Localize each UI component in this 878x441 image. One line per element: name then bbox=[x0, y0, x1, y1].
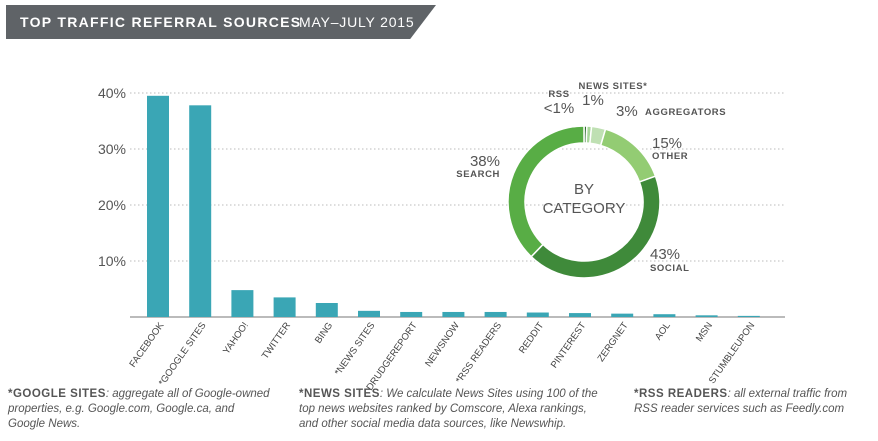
slice-name-label: SEARCH bbox=[456, 169, 500, 180]
y-tick-label: 40% bbox=[98, 85, 126, 101]
bar bbox=[147, 95, 169, 317]
x-tick-label: REDDIT bbox=[517, 320, 546, 355]
bar bbox=[358, 310, 380, 317]
bar bbox=[400, 311, 423, 317]
bar bbox=[442, 311, 465, 317]
x-tick-label: ZERGNET bbox=[596, 320, 631, 364]
slice-name-label: NEWS SITES* bbox=[579, 81, 648, 92]
slice-name-label: SOCIAL bbox=[650, 263, 690, 274]
footnote-google-sites: *GOOGLE SITES: aggregate all of Google-o… bbox=[8, 387, 273, 432]
title-banner: TOP TRAFFIC REFERRAL SOURCES MAY–JULY 20… bbox=[6, 5, 436, 39]
bar bbox=[189, 105, 212, 317]
bar bbox=[695, 315, 718, 317]
x-tick-label: STUMBLEUPON bbox=[707, 320, 758, 386]
bar bbox=[484, 311, 507, 317]
bar bbox=[653, 314, 676, 317]
x-tick-label: BING bbox=[313, 320, 335, 345]
footnote-text: : all external traffic from RSS reader s… bbox=[634, 388, 848, 415]
footnote-term: *GOOGLE SITES bbox=[8, 388, 106, 400]
chart-title: TOP TRAFFIC REFERRAL SOURCES bbox=[20, 14, 302, 30]
footnote-rss-readers: *RSS READERS: all external traffic from … bbox=[634, 387, 869, 417]
donut-center-label: CATEGORY bbox=[543, 200, 626, 217]
footnote-text: : We calculate News Sites using 100 of t… bbox=[299, 388, 598, 430]
slice-percent-label: 43% bbox=[650, 246, 680, 263]
x-tick-label: NEWSNOW bbox=[423, 320, 462, 369]
slice-name-label: OTHER bbox=[652, 151, 688, 162]
slice-percent-label: 38% bbox=[470, 153, 500, 170]
bar bbox=[231, 290, 254, 317]
slice-percent-label: 3% bbox=[616, 103, 638, 120]
slice-percent-label: 1% bbox=[582, 92, 604, 109]
bar bbox=[526, 312, 549, 317]
footnote-term: *NEWS SITES bbox=[299, 388, 380, 400]
donut-slice bbox=[599, 128, 657, 183]
x-tick-label: *RSS READERS bbox=[454, 320, 504, 385]
bar bbox=[315, 303, 338, 317]
bar bbox=[611, 313, 634, 317]
y-tick-label: 20% bbox=[98, 197, 126, 213]
x-tick-label: *NEWS SITES bbox=[333, 320, 378, 377]
donut-center-label: BY bbox=[574, 181, 594, 198]
chart-period: MAY–JULY 2015 bbox=[299, 14, 415, 30]
x-tick-label: PINTEREST bbox=[549, 320, 589, 370]
x-tick-label: MSN bbox=[694, 320, 715, 344]
slice-name-label: AGGREGATORS bbox=[645, 107, 726, 118]
x-tick-label: FACEBOOK bbox=[127, 320, 166, 370]
bar bbox=[569, 313, 591, 317]
footnote-term: *RSS READERS bbox=[634, 388, 728, 400]
bar bbox=[273, 297, 296, 317]
x-tick-label: *GOOGLE SITES bbox=[157, 320, 209, 388]
footnote-text: : aggregate all of Google-owned properti… bbox=[8, 388, 270, 430]
bar bbox=[737, 315, 760, 317]
y-tick-label: 10% bbox=[98, 253, 126, 269]
slice-name-label: RSS bbox=[548, 89, 569, 100]
x-tick-label: TWITTER bbox=[260, 320, 293, 361]
slice-percent-label: 15% bbox=[652, 135, 682, 152]
donut-slice bbox=[507, 125, 585, 258]
slice-percent-label: <1% bbox=[544, 100, 574, 117]
footnote-news-sites: *NEWS SITES: We calculate News Sites usi… bbox=[299, 387, 599, 432]
y-tick-label: 30% bbox=[98, 141, 126, 157]
x-tick-label: AOL bbox=[653, 320, 673, 342]
donut-slice bbox=[530, 175, 661, 279]
x-tick-label: YAHOO! bbox=[221, 320, 251, 356]
